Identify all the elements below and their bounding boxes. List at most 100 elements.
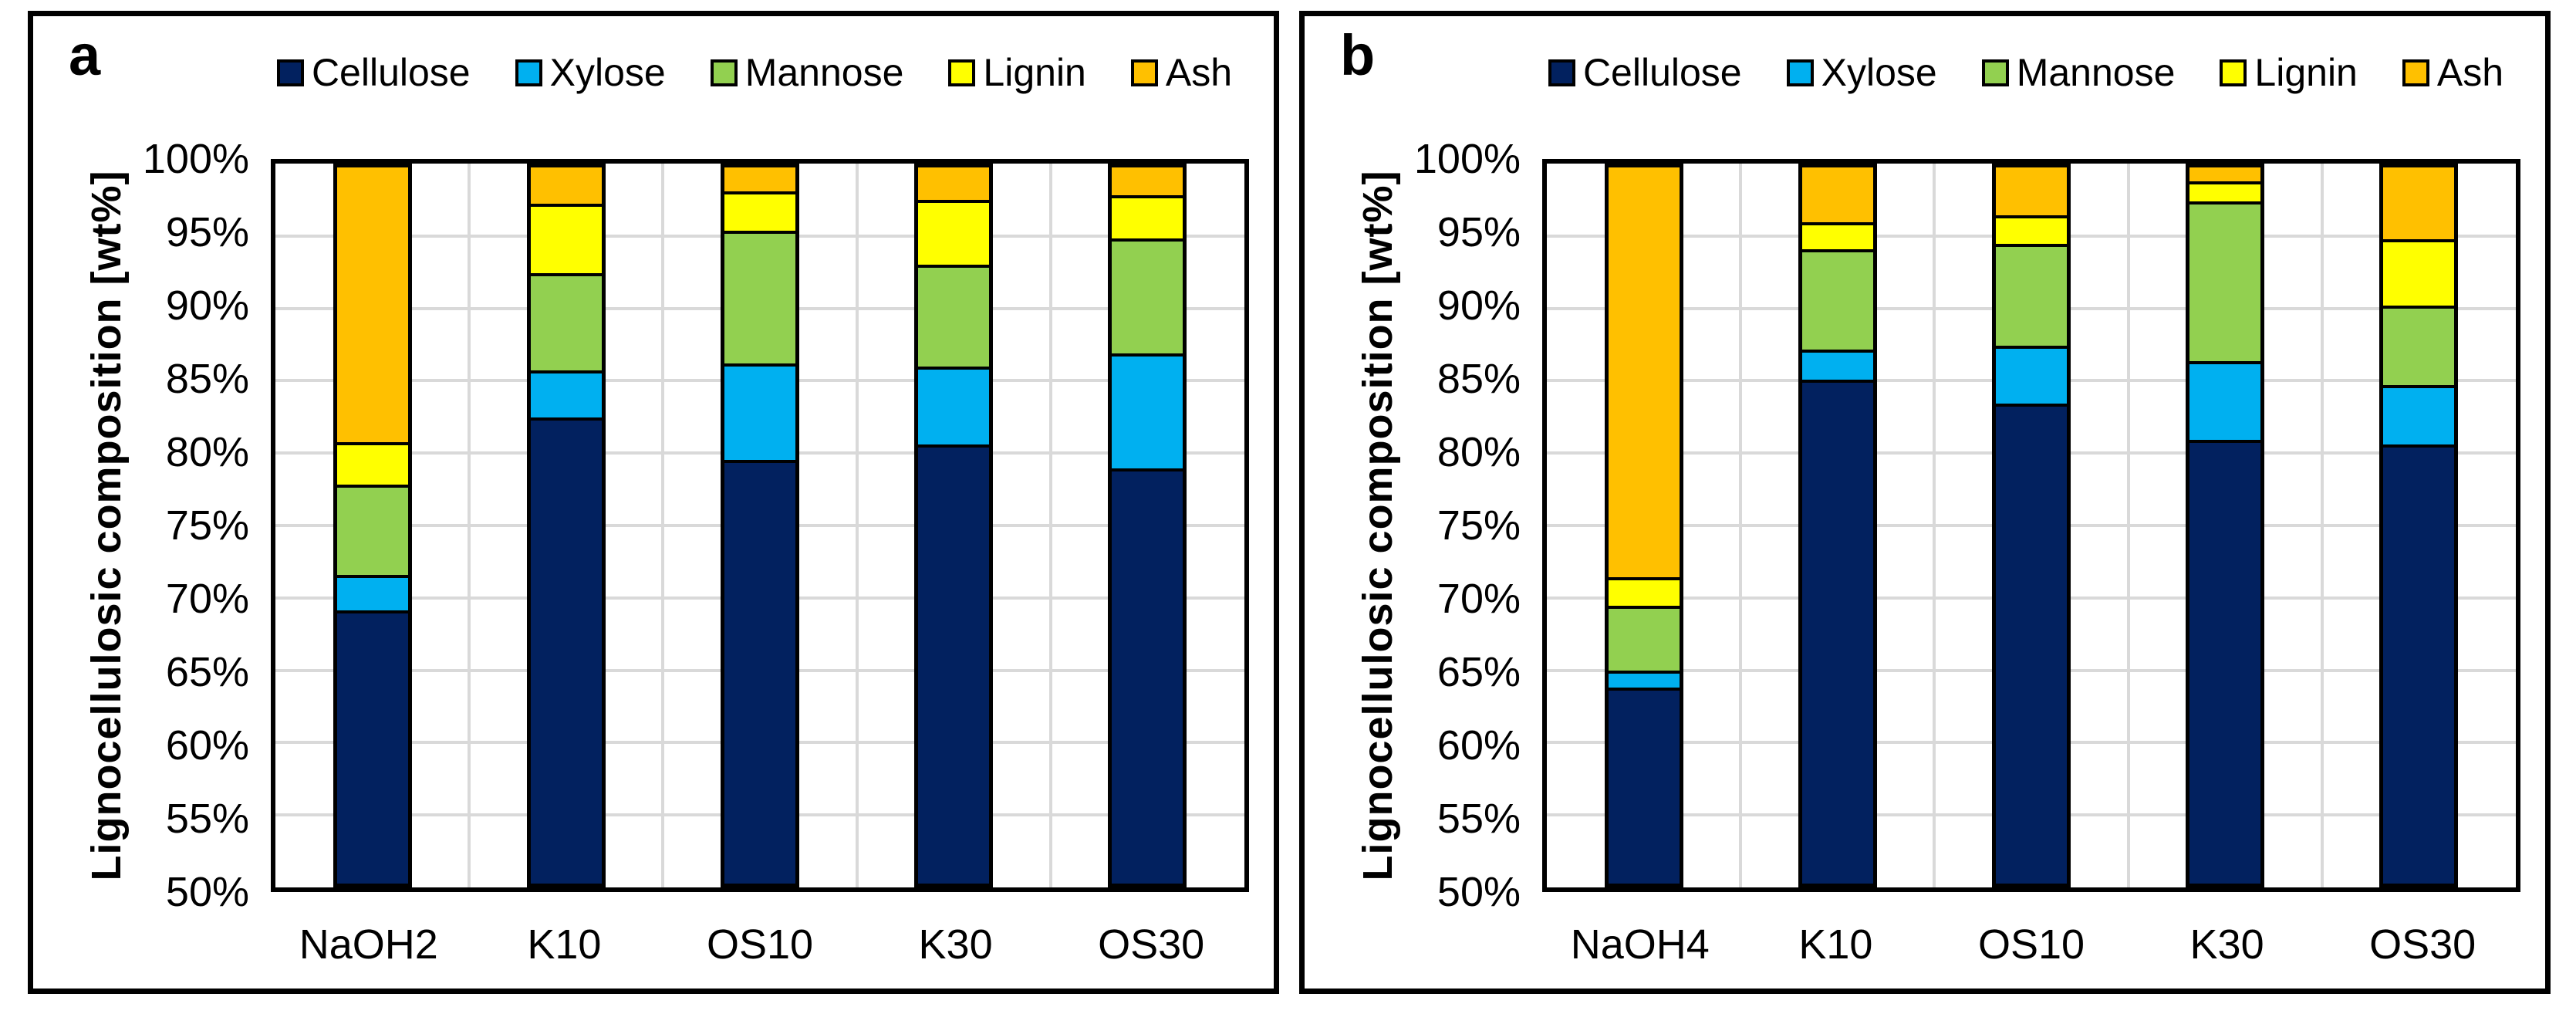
stacked-bar-os10	[721, 164, 799, 887]
bar-segment-lignin	[2189, 181, 2261, 202]
bar-segment-cellulose	[2383, 444, 2455, 884]
x-axis-category-labels: NaOH2 K10 OS10 K30 OS30	[271, 921, 1249, 968]
bar-segment-ash	[1112, 167, 1183, 196]
bar-segment-lignin	[1112, 195, 1183, 238]
y-tick-label: 65%	[165, 649, 249, 695]
stacked-bar-os30	[1108, 164, 1187, 887]
bar-segment-xylose	[918, 366, 990, 444]
bar-segment-ash	[2189, 167, 2261, 182]
bar-segment-xylose	[1996, 345, 2067, 404]
legend-label: Mannose	[2016, 51, 2176, 94]
category-label: OS30	[2369, 921, 2476, 968]
bar-segment-mannose	[530, 273, 602, 371]
vertical-gridline	[855, 164, 859, 887]
legend-label: Lignin	[2254, 51, 2358, 94]
category-label: NaOH4	[1570, 921, 1710, 968]
bar-segment-ash	[724, 167, 795, 192]
bar-segment-lignin	[2383, 239, 2455, 306]
y-tick-label: 50%	[165, 869, 249, 915]
bar-segment-xylose	[724, 363, 795, 460]
bar-segment-mannose	[1608, 605, 1680, 671]
legend-item-xylose: Xylose	[515, 50, 666, 95]
y-tick-label: 75%	[165, 502, 249, 549]
legend-item-mannose: Mannose	[710, 50, 904, 95]
bar-segment-lignin	[724, 191, 795, 231]
vertical-gridline	[2320, 164, 2324, 887]
y-tick-label: 100%	[1413, 136, 1521, 182]
legend: Cellulose Xylose Mannose Lignin Ash	[1536, 50, 2516, 95]
bar-segment-ash	[1608, 167, 1680, 577]
bar-segment-cellulose	[1608, 688, 1680, 884]
y-tick-label: 70%	[1437, 576, 1521, 622]
legend-label: Ash	[1165, 51, 1233, 94]
bar-segment-cellulose	[1801, 379, 1873, 884]
bar-segment-cellulose	[1996, 403, 2067, 884]
vertical-gridline	[1739, 164, 1743, 887]
legend-swatch-icon	[1548, 59, 1575, 86]
category-label: K10	[527, 921, 602, 968]
y-tick-label: 75%	[1437, 502, 1521, 549]
legend-item-lignin: Lignin	[948, 50, 1086, 95]
bar-segment-lignin	[530, 204, 602, 274]
bar-segment-lignin	[918, 199, 990, 265]
legend-label: Ash	[2436, 51, 2504, 94]
legend-swatch-icon	[1130, 59, 1158, 86]
plot-area	[1542, 159, 2520, 892]
vertical-gridline	[468, 164, 471, 887]
category-label: K30	[2189, 921, 2264, 968]
chart-panel-a: a Cellulose Xylose Mannose Lignin Ash Lignoc…	[28, 11, 1279, 994]
category-label: OS30	[1098, 921, 1205, 968]
bar-segment-mannose	[918, 265, 990, 367]
legend-label: Lignin	[983, 51, 1086, 94]
legend: Cellulose Xylose Mannose Lignin Ash	[265, 50, 1244, 95]
stacked-bar-naoh2	[333, 164, 412, 887]
bar-segment-ash	[2383, 167, 2455, 240]
legend-swatch-icon	[2220, 59, 2247, 86]
legend-label: Cellulose	[311, 51, 471, 94]
bar-segment-xylose	[1608, 670, 1680, 688]
stacked-bar-naoh4	[1604, 164, 1683, 887]
bar-segment-cellulose	[724, 459, 795, 884]
y-tick-label: 85%	[1437, 356, 1521, 402]
y-tick-label: 80%	[165, 429, 249, 475]
vertical-gridline	[2126, 164, 2130, 887]
bar-segment-cellulose	[918, 444, 990, 884]
y-tick-label: 65%	[1437, 649, 1521, 695]
bar-segment-cellulose	[336, 610, 408, 884]
stacked-bar-k10	[1798, 164, 1877, 887]
y-tick-label: 90%	[165, 282, 249, 329]
legend-item-xylose: Xylose	[1786, 50, 1937, 95]
stacked-bar-k30	[914, 164, 994, 887]
bar-segment-xylose	[2383, 384, 2455, 444]
y-tick-label: 80%	[1437, 429, 1521, 475]
legend-swatch-icon	[2402, 59, 2429, 86]
legend-item-cellulose: Cellulose	[1548, 50, 1742, 95]
bar-segment-ash	[530, 167, 602, 204]
bar-segment-mannose	[336, 484, 408, 575]
x-axis-category-labels: NaOH4 K10 OS10 K30 OS30	[1542, 921, 2520, 968]
bar-segment-lignin	[336, 441, 408, 485]
bar-segment-mannose	[1801, 249, 1873, 350]
stacked-bar-os30	[2379, 164, 2459, 887]
bar-segment-mannose	[1112, 238, 1183, 354]
bar-segment-lignin	[1801, 222, 1873, 250]
bar-segment-xylose	[1801, 350, 1873, 380]
y-tick-label: 50%	[1437, 869, 1521, 915]
legend-item-cellulose: Cellulose	[276, 50, 471, 95]
category-label: NaOH2	[299, 921, 438, 968]
vertical-gridline	[1933, 164, 1936, 887]
stacked-bar-k30	[2186, 164, 2265, 887]
bar-segment-lignin	[1996, 215, 2067, 244]
chart-panel-b: b Cellulose Xylose Mannose Lignin Ash Lignoc…	[1299, 11, 2551, 994]
legend-label: Mannose	[744, 51, 904, 94]
y-tick-label: 60%	[1437, 722, 1521, 769]
category-label: OS10	[706, 921, 814, 968]
bar-segment-mannose	[1996, 243, 2067, 346]
bar-segment-xylose	[530, 370, 602, 417]
legend-label: Xylose	[1821, 51, 1937, 94]
bar-segment-cellulose	[2189, 440, 2261, 884]
legend-swatch-icon	[1981, 59, 2009, 86]
stacked-bar-os10	[1992, 164, 2071, 887]
y-tick-label: 100%	[142, 136, 249, 182]
